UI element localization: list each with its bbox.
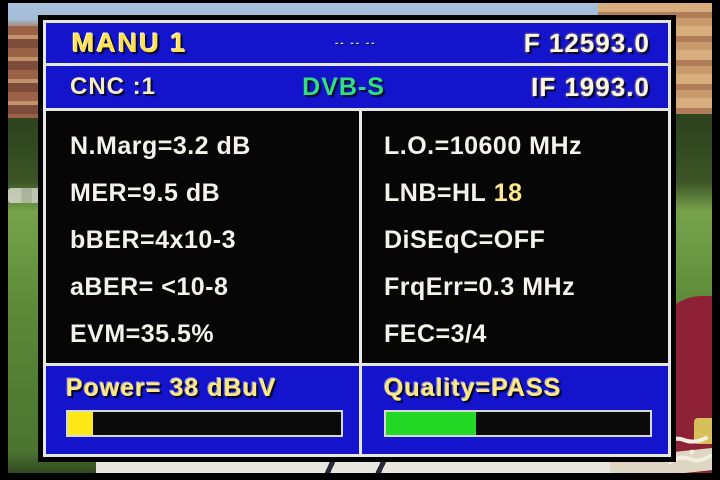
measurement-row: MER=9.5 dB <box>70 170 359 217</box>
header-row: MANU 1 -- -- -- F 12593.0 <box>46 23 668 63</box>
power-label: Power= 38 dBuV <box>66 374 277 402</box>
osd-frame: MANU 1 -- -- -- F 12593.0 CNC :1 DVB-S I… <box>43 20 671 457</box>
settings-column: L.O.=10600 MHz LNB=HL 18 DiSEqC=OFF FrqE… <box>362 111 668 363</box>
measurement-row: DiSEqC=OFF <box>384 217 668 264</box>
mer-readout: MER=9.5 dB <box>70 179 221 207</box>
level-bars-section: Power= 38 dBuV Quality=PASS <box>46 366 668 454</box>
measurement-row: L.O.=10600 MHz <box>384 123 668 170</box>
measurements-section: N.Marg=3.2 dB MER=9.5 dB bBER=4x10-3 aBE… <box>46 111 668 363</box>
quality-cell: Quality=PASS <box>362 366 668 454</box>
header-dashes: -- -- -- <box>334 37 377 49</box>
power-meter-bar <box>66 410 343 437</box>
power-meter-fill <box>68 412 93 435</box>
power-cell: Power= 38 dBuV <box>46 366 359 454</box>
frame-edge-right <box>712 0 720 480</box>
measurement-row: FEC=3/4 <box>384 311 668 358</box>
measurement-row: EVM=35.5% <box>70 311 359 358</box>
meter-osd-panel: MANU 1 -- -- -- F 12593.0 CNC :1 DVB-S I… <box>38 15 676 462</box>
evm-readout: EVM=35.5% <box>70 320 215 348</box>
quality-meter-bar <box>384 410 652 437</box>
frequency-readout: F 12593.0 <box>523 27 650 58</box>
separator-line <box>46 363 668 366</box>
frqerr-readout: FrqErr=0.3 MHz <box>384 273 576 301</box>
diseqc-readout: DiSEqC=OFF <box>384 226 546 254</box>
measurement-row: bBER=4x10-3 <box>70 217 359 264</box>
if-readout: IF 1993.0 <box>531 71 650 102</box>
bber-readout: bBER=4x10-3 <box>70 226 236 254</box>
fence-left <box>8 188 42 203</box>
lo-readout: L.O.=10600 MHz <box>384 132 583 160</box>
quality-meter-fill <box>386 412 476 435</box>
signal-measurements-column: N.Marg=3.2 dB MER=9.5 dB bBER=4x10-3 aBE… <box>46 111 359 363</box>
lnb-value-highlight: 18 <box>486 179 523 207</box>
column-divider <box>359 366 362 454</box>
frame-edge-top <box>0 0 720 3</box>
measurement-row: aBER= <10-8 <box>70 264 359 311</box>
measurement-row: N.Marg=3.2 dB <box>70 123 359 170</box>
lnb-readout: LNB=HL <box>384 179 487 207</box>
quality-label: Quality=PASS <box>384 374 562 402</box>
standard-badge: DVB-S <box>302 72 385 101</box>
channel-readout: CNC :1 <box>70 73 157 100</box>
separator-line <box>46 108 668 111</box>
nmarg-readout: N.Marg=3.2 dB <box>70 132 251 160</box>
fec-readout: FEC=3/4 <box>384 320 487 348</box>
mode-title: MANU 1 <box>72 27 188 58</box>
frame-edge-bottom <box>0 473 720 480</box>
measurement-row: FrqErr=0.3 MHz <box>384 264 668 311</box>
separator-line <box>46 63 668 66</box>
frame-edge-left <box>0 0 8 480</box>
measurement-row: LNB=HL 18 <box>384 170 668 217</box>
subheader-row: CNC :1 DVB-S IF 1993.0 <box>46 66 668 108</box>
aber-readout: aBER= <10-8 <box>70 273 229 301</box>
column-divider <box>359 111 362 363</box>
